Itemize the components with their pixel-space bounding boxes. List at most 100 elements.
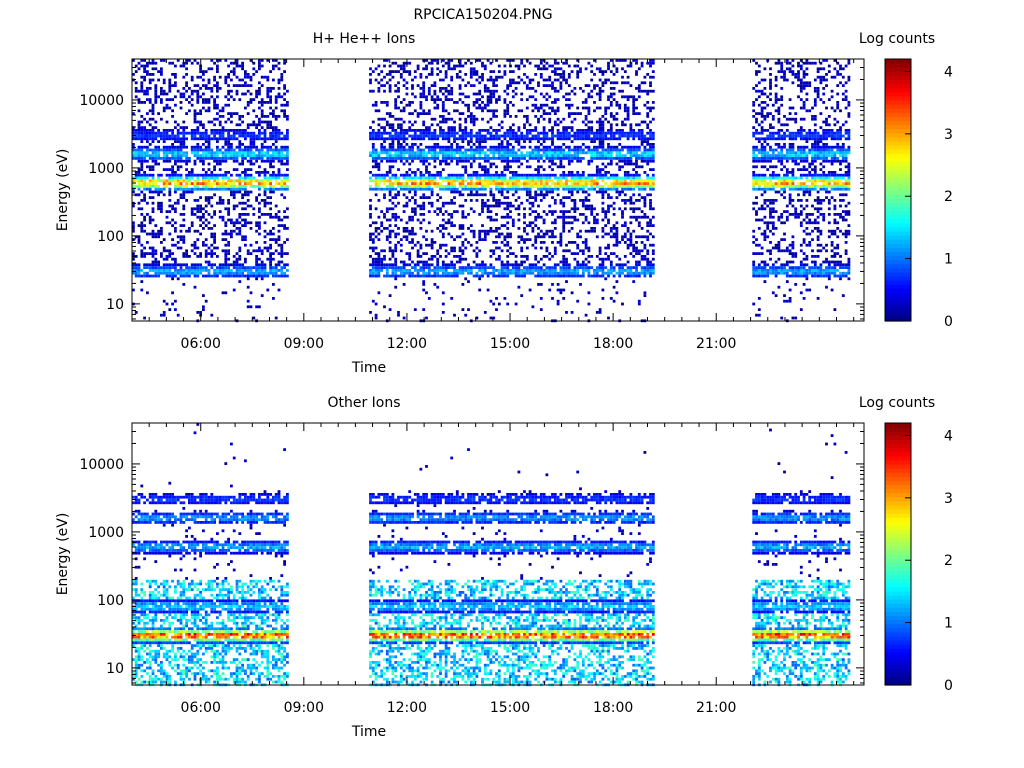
spectrogram-cell bbox=[497, 143, 501, 146]
spectrogram-cell bbox=[179, 193, 183, 197]
spectrogram-cell bbox=[411, 84, 414, 87]
spectrogram-cell bbox=[551, 140, 554, 143]
spectrogram-cell bbox=[182, 263, 186, 267]
spectrogram-cell bbox=[286, 129, 289, 132]
spectrogram-cell bbox=[196, 185, 200, 188]
spectrogram-cell bbox=[244, 185, 247, 188]
spectrogram-cell bbox=[427, 157, 431, 160]
spectrogram-cell bbox=[369, 171, 372, 174]
spectrogram-cell bbox=[486, 229, 490, 233]
spectrogram-cell bbox=[143, 70, 146, 73]
spectrogram-cell bbox=[433, 148, 437, 152]
spectrogram-cell bbox=[450, 87, 454, 90]
spectrogram-cell bbox=[539, 187, 543, 191]
spectrogram-cell bbox=[154, 148, 158, 152]
spectrogram-cell bbox=[380, 134, 384, 138]
spectrogram-cell bbox=[579, 249, 582, 253]
spectrogram-cell bbox=[408, 173, 412, 177]
spectrogram-cell bbox=[154, 252, 158, 255]
spectrogram-cell bbox=[269, 207, 272, 211]
spectrogram-cell bbox=[210, 255, 214, 258]
spectrogram-cell bbox=[408, 257, 412, 261]
spectrogram-cell bbox=[160, 266, 163, 269]
spectrogram-cell bbox=[199, 131, 202, 135]
spectrogram-cell bbox=[132, 151, 135, 155]
spectrogram-cell bbox=[419, 148, 423, 152]
spectrogram-cell bbox=[174, 126, 177, 129]
spectrogram-cell bbox=[537, 151, 540, 155]
spectrogram-cell bbox=[514, 269, 518, 272]
spectrogram-cell bbox=[179, 179, 183, 183]
spectrogram-cell bbox=[249, 154, 253, 157]
spectrogram-cell bbox=[286, 187, 289, 191]
spectrogram-cell bbox=[193, 173, 197, 177]
spectrogram-cell bbox=[235, 185, 239, 188]
spectrogram-cell bbox=[213, 75, 216, 79]
spectrogram-cell bbox=[132, 131, 135, 135]
spectrogram-cell bbox=[272, 283, 275, 286]
spectrogram-cell bbox=[385, 263, 389, 267]
spectrogram-cell bbox=[272, 190, 275, 194]
spectrogram-cell bbox=[413, 232, 417, 236]
spectrogram-cell bbox=[562, 131, 566, 135]
spectrogram-cell bbox=[551, 137, 554, 141]
spectrogram-cell bbox=[537, 171, 540, 174]
spectrogram-cell bbox=[486, 199, 490, 202]
spectrogram-cell bbox=[579, 151, 582, 155]
spectrogram-cell bbox=[419, 73, 423, 76]
spectrogram-cell bbox=[213, 98, 216, 101]
spectrogram-cell bbox=[579, 179, 582, 183]
spectrogram-cell bbox=[154, 190, 158, 194]
spectrogram-cell bbox=[221, 151, 225, 155]
spectrogram-cell bbox=[573, 148, 577, 152]
spectrogram-cell bbox=[385, 271, 389, 275]
spectrogram-cell bbox=[581, 185, 585, 188]
spectrogram-cell bbox=[492, 173, 496, 177]
spectrogram-cell bbox=[221, 129, 225, 132]
spectrogram-cell bbox=[467, 173, 470, 177]
spectrogram-cell bbox=[579, 176, 582, 180]
spectrogram-cell bbox=[531, 95, 535, 99]
spectrogram-cell bbox=[140, 84, 144, 87]
spectrogram-cell bbox=[241, 64, 244, 68]
spectrogram-cell bbox=[179, 224, 183, 227]
spectrogram-cell bbox=[266, 115, 270, 118]
spectrogram-cell bbox=[542, 134, 546, 138]
spectrogram-cell bbox=[137, 193, 141, 197]
spectrogram-cell bbox=[556, 271, 560, 275]
spectrogram-cell bbox=[430, 151, 434, 155]
spectrogram-cell bbox=[458, 84, 462, 87]
spectrogram-cell bbox=[221, 271, 225, 275]
spectrogram-cell bbox=[441, 129, 445, 132]
spectrogram-cell bbox=[576, 207, 580, 211]
spectrogram-cell bbox=[573, 271, 577, 275]
spectrogram-cell bbox=[548, 84, 552, 87]
spectrogram-cell bbox=[514, 81, 518, 85]
spectrogram-cell bbox=[274, 271, 278, 275]
spectrogram-cell bbox=[283, 84, 286, 87]
spectrogram-cell bbox=[394, 148, 398, 152]
spectrogram-cell bbox=[506, 185, 510, 188]
spectrogram-cell bbox=[160, 271, 163, 275]
spectrogram-cell bbox=[238, 221, 242, 225]
spectrogram-cell bbox=[486, 185, 490, 188]
spectrogram-cell bbox=[196, 143, 200, 146]
spectrogram-cell bbox=[576, 190, 580, 194]
spectrogram-cell bbox=[241, 134, 244, 138]
spectrogram-cell bbox=[199, 154, 202, 157]
spectrogram-cell bbox=[238, 229, 242, 233]
spectrogram-cell bbox=[283, 157, 286, 160]
spectrogram-cell bbox=[422, 148, 426, 152]
spectrogram-cell bbox=[394, 274, 398, 278]
spectrogram-cell bbox=[388, 294, 392, 297]
spectrogram-cell bbox=[556, 154, 560, 157]
spectrogram-cell bbox=[371, 89, 375, 93]
spectrogram-cell bbox=[427, 263, 431, 267]
spectrogram-cell bbox=[388, 176, 392, 180]
spectrogram-cell bbox=[377, 238, 381, 241]
spectrogram-cell bbox=[542, 269, 546, 272]
spectrogram-cell bbox=[539, 185, 543, 188]
spectrogram-cell bbox=[553, 70, 557, 73]
spectrogram-cell bbox=[210, 313, 214, 317]
spectrogram-cell bbox=[486, 171, 490, 174]
